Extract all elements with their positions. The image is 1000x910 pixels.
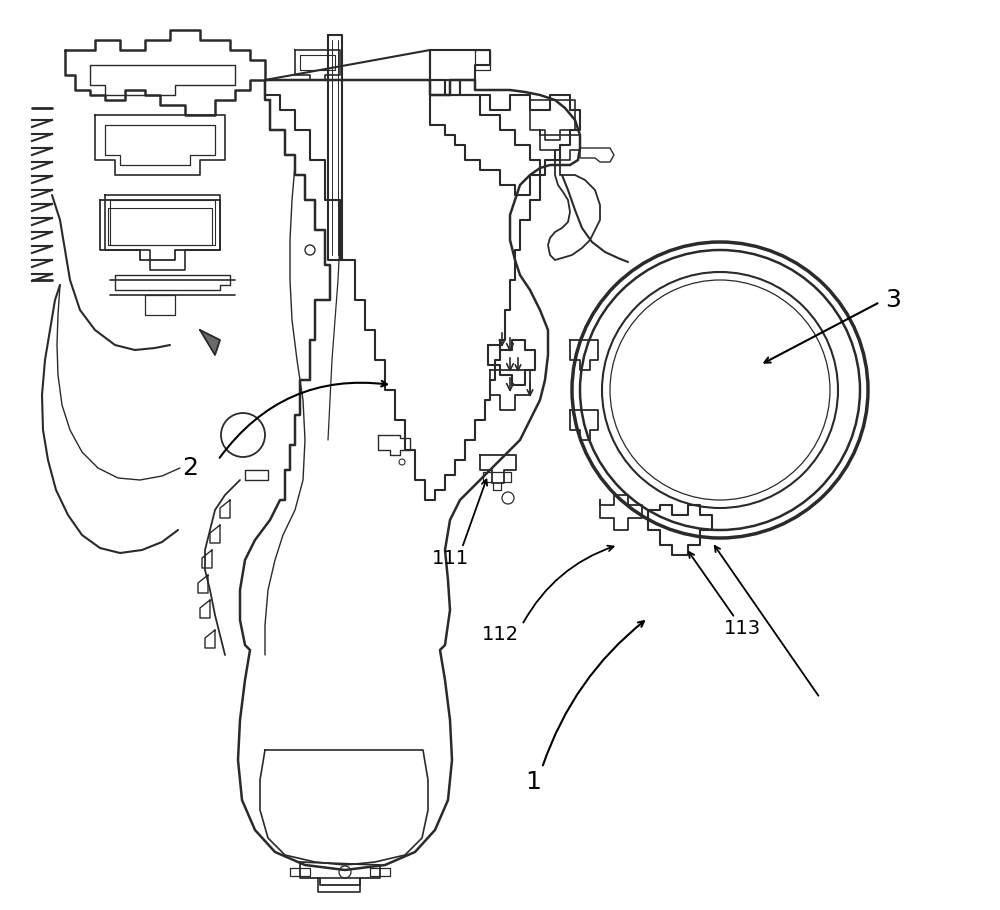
Text: 111: 111 <box>431 549 469 568</box>
Polygon shape <box>200 330 220 355</box>
Text: 112: 112 <box>481 625 519 644</box>
Text: 3: 3 <box>885 288 901 312</box>
Text: 113: 113 <box>723 619 761 638</box>
Text: 2: 2 <box>182 456 198 480</box>
Text: 1: 1 <box>525 770 541 794</box>
